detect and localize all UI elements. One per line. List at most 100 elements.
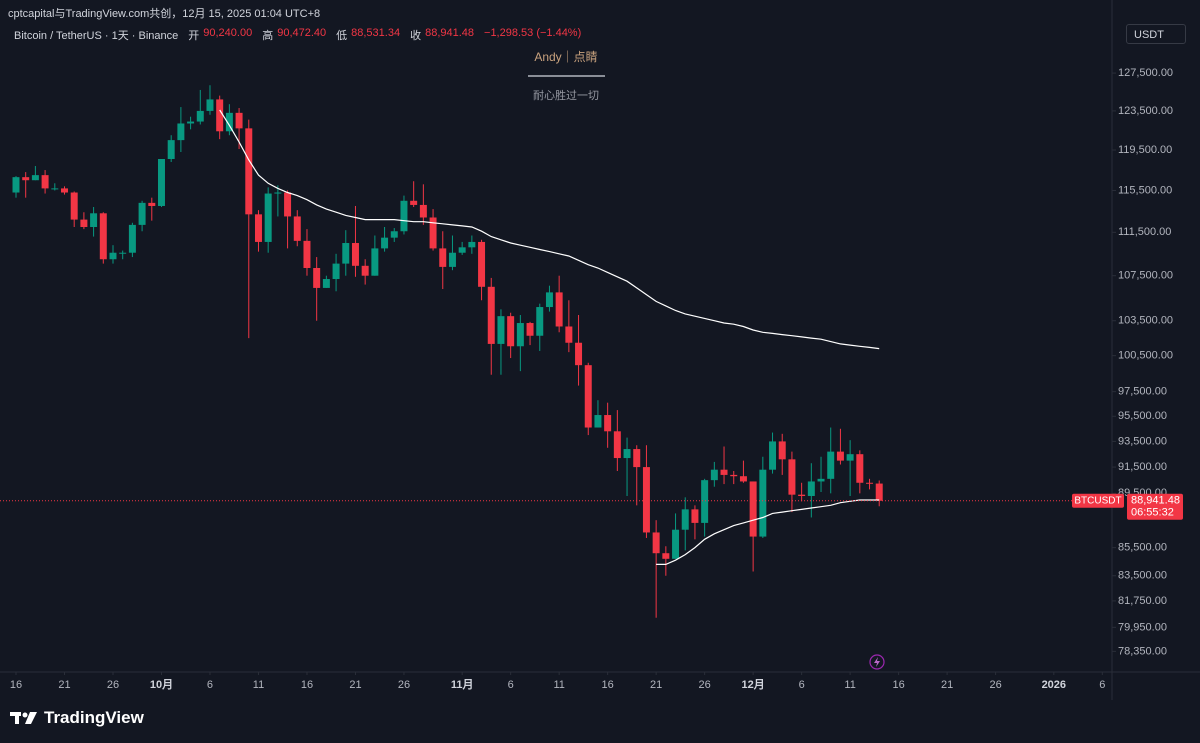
candle-body [80, 219, 88, 228]
candle-body [332, 263, 340, 280]
candle-body [836, 451, 844, 461]
candle-body [807, 481, 815, 496]
candle-body [565, 326, 573, 343]
ohlc-label: 高 [262, 30, 274, 42]
candle-body [720, 469, 728, 475]
candle-body [381, 237, 389, 249]
candle-body [701, 480, 709, 523]
candle-body [526, 323, 534, 336]
event-icon-bolt[interactable] [874, 657, 880, 667]
y-tick-label: 91,500.00 [1118, 461, 1167, 473]
x-tick-label: 21 [941, 679, 953, 691]
candle-body [235, 112, 243, 129]
candle-body [604, 415, 612, 432]
watermark: Andy｜点睛 [534, 50, 597, 64]
x-tick-label: 16 [602, 679, 614, 691]
candle-body [90, 213, 98, 228]
y-tick-label: 119,500.00 [1118, 144, 1172, 156]
y-tick-label: 85,500.00 [1118, 542, 1167, 554]
y-tick-label: 83,500.00 [1118, 570, 1167, 582]
logo-part [25, 712, 37, 724]
candle-body [555, 292, 563, 327]
candle-body [778, 441, 786, 460]
watermark-sub: 耐心胜过一切 [533, 88, 599, 102]
candle-body [109, 252, 117, 260]
candle-body [177, 123, 185, 141]
candle-body [206, 99, 214, 111]
candle-body [148, 202, 156, 206]
candle-body [672, 529, 680, 559]
symbol: Bitcoin / TetherUS · 1天 · Binance [14, 30, 179, 42]
candle-body [642, 467, 650, 533]
candle-body [303, 240, 311, 268]
candle-body [400, 200, 408, 232]
candle-body [536, 307, 544, 336]
ohlc-label: 收 [410, 30, 422, 42]
candle-body [866, 482, 874, 484]
candle-body [613, 431, 621, 459]
candle-body [497, 316, 505, 344]
brand[interactable]: TradingView [10, 708, 144, 728]
candle-body [730, 474, 738, 477]
x-tick-label: 26 [989, 679, 1001, 691]
candle-body [119, 252, 127, 254]
event-icon-ring[interactable] [869, 654, 885, 670]
x-tick-label: 11 [553, 679, 564, 691]
ohlc-value: 90,472.40 [277, 27, 327, 39]
y-tick-label: 111,500.00 [1118, 226, 1171, 238]
candle-body [507, 316, 515, 347]
candle-body [157, 158, 165, 206]
candle-body [342, 243, 350, 264]
y-tick-label: 127,500.00 [1118, 67, 1173, 79]
y-tick-label: 97,500.00 [1118, 386, 1167, 398]
x-tick-label: 21 [650, 679, 662, 691]
candle-body [361, 265, 369, 276]
candle-body [575, 342, 583, 366]
candle-body [167, 140, 175, 159]
ohlc-value: 88,941.48 [425, 27, 475, 39]
x-tick-label: 6 [1099, 679, 1105, 691]
candle-body [468, 241, 476, 248]
y-tick-label: 78,350.00 [1118, 645, 1167, 657]
candle-body [12, 177, 20, 193]
candle-body [710, 469, 718, 481]
countdown-text: 06:55:32 [1131, 507, 1174, 519]
candle-body [749, 481, 757, 537]
candle-body [187, 121, 195, 124]
candle-body [827, 451, 835, 479]
candle-body [322, 279, 330, 288]
x-tick-label: 10月 [150, 678, 173, 691]
x-tick-label: 26 [107, 679, 119, 691]
candle-body [390, 231, 398, 238]
candle-body [759, 469, 767, 537]
x-tick-label: 21 [58, 679, 70, 691]
currency-button[interactable]: USDT [1126, 24, 1186, 44]
x-tick-label: 21 [349, 679, 361, 691]
candle-body [274, 192, 282, 194]
candle-body [264, 193, 272, 242]
candle-body [846, 454, 854, 461]
candle-body [410, 200, 418, 205]
x-tick-label: 26 [398, 679, 410, 691]
y-tick-label: 103,500.00 [1118, 315, 1173, 327]
candle-body [584, 365, 592, 428]
candle-body [769, 441, 777, 470]
x-tick-label: 6 [207, 679, 213, 691]
candle-body [22, 177, 30, 181]
overlay-line [656, 499, 880, 565]
x-tick-label: 12月 [742, 678, 765, 691]
y-tick-label: 79,950.00 [1118, 621, 1167, 633]
x-tick-label: 16 [301, 679, 313, 691]
symbol-tag-text: BTCUSDT [1074, 495, 1121, 506]
candle-body [739, 476, 747, 482]
event-icon[interactable] [869, 654, 885, 670]
candle-body [458, 247, 466, 253]
logo-part [15, 712, 19, 724]
candle-body [545, 292, 553, 308]
candle-body [875, 483, 883, 501]
candle-body [313, 267, 321, 288]
symbol-tag [1072, 493, 1124, 508]
ohlc-value: 88,531.34 [351, 27, 401, 39]
candle-body [623, 449, 631, 459]
